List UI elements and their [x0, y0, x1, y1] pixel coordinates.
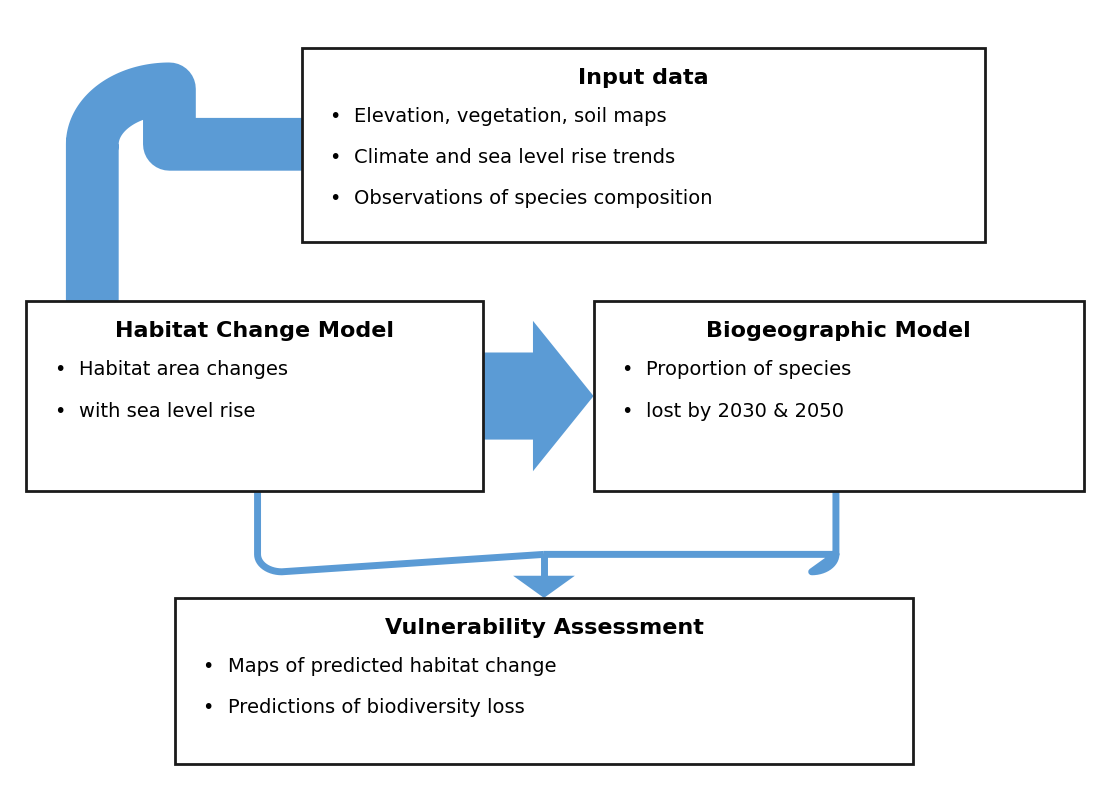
FancyBboxPatch shape — [302, 48, 985, 242]
Text: Vulnerability Assessment: Vulnerability Assessment — [384, 618, 704, 638]
Text: •: • — [330, 190, 341, 209]
Text: •: • — [622, 361, 633, 379]
Text: •: • — [330, 107, 341, 126]
Text: •: • — [53, 361, 65, 379]
Text: Input data: Input data — [578, 67, 708, 87]
Text: •: • — [622, 402, 633, 421]
Text: Maps of predicted habitat change: Maps of predicted habitat change — [228, 658, 556, 676]
Text: Predictions of biodiversity loss: Predictions of biodiversity loss — [228, 698, 525, 718]
Text: Climate and sea level rise trends: Climate and sea level rise trends — [354, 148, 676, 167]
Text: •: • — [202, 698, 214, 718]
Polygon shape — [103, 353, 269, 408]
FancyBboxPatch shape — [175, 598, 914, 764]
Text: Biogeographic Model: Biogeographic Model — [706, 321, 971, 341]
Text: Proportion of species: Proportion of species — [646, 361, 851, 379]
Text: •: • — [202, 658, 214, 676]
Polygon shape — [483, 321, 594, 471]
Text: •: • — [330, 148, 341, 167]
Text: lost by 2030 & 2050: lost by 2030 & 2050 — [646, 402, 845, 421]
FancyBboxPatch shape — [594, 301, 1083, 491]
Text: Habitat area changes: Habitat area changes — [79, 361, 289, 379]
Text: with sea level rise: with sea level rise — [79, 402, 255, 421]
Text: Observations of species composition: Observations of species composition — [354, 190, 713, 209]
Text: Elevation, vegetation, soil maps: Elevation, vegetation, soil maps — [354, 107, 667, 126]
Text: •: • — [53, 402, 65, 421]
FancyBboxPatch shape — [27, 301, 483, 491]
Polygon shape — [513, 576, 575, 598]
Text: Habitat Change Model: Habitat Change Model — [115, 321, 394, 341]
